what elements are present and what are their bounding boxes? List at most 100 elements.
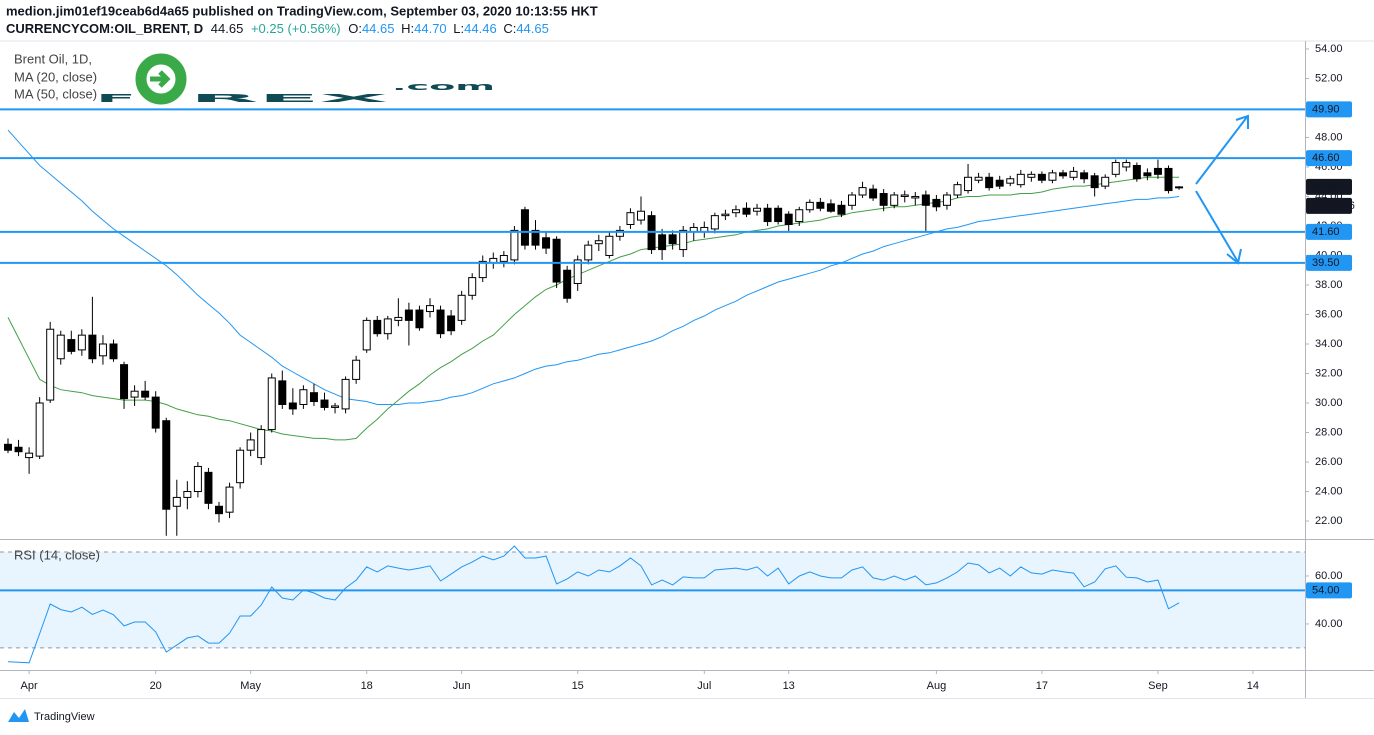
candle-body <box>1153 167 1162 175</box>
candle-body <box>774 207 783 223</box>
countdown-tag <box>1306 197 1352 214</box>
candle-body <box>531 229 540 246</box>
candle-body <box>848 194 856 206</box>
y-tick-label: 32.00 <box>1315 367 1343 379</box>
x-tick-label: Sep <box>1148 680 1168 692</box>
x-tick-label: 15 <box>572 680 584 692</box>
rsi-band <box>0 551 1305 648</box>
candle-body <box>668 234 677 245</box>
candle-body <box>1122 162 1131 168</box>
change: +0.25 (+0.56%) <box>251 21 341 36</box>
candle-body <box>626 212 635 225</box>
candle-body <box>35 402 44 457</box>
candle-body <box>900 194 909 197</box>
arrow-down <box>1195 190 1239 263</box>
candle-body <box>995 179 1004 187</box>
candle-body <box>246 439 255 451</box>
legend-title: Brent Oil, 1D, <box>14 51 92 66</box>
candle-body <box>341 378 350 410</box>
candle-body <box>869 188 878 199</box>
candle-body <box>215 505 223 515</box>
x-tick-label: Jul <box>697 680 711 692</box>
publisher-line: medion.jim01ef19ceab6d4a65 published on … <box>6 3 598 18</box>
candle-body <box>710 215 719 230</box>
candle-body <box>594 240 603 245</box>
candle-body <box>299 389 308 405</box>
candle-body <box>183 491 192 498</box>
symbol: CURRENCYCOM:OIL_BRENT, D <box>6 21 203 36</box>
candle-body <box>563 269 572 299</box>
footer-brand: TradingView <box>34 711 95 723</box>
candle-body <box>552 238 561 283</box>
candle-body <box>584 244 593 261</box>
candle-body <box>436 309 445 335</box>
candle-body <box>837 204 846 215</box>
candle-body <box>964 176 973 192</box>
candle-body <box>499 254 508 262</box>
candle-body <box>1069 170 1078 178</box>
candle-body <box>288 402 297 410</box>
candle-body <box>120 364 129 400</box>
candle-body <box>805 201 814 211</box>
plot-area: 22.00 24.00 26.00 28.00 30.00 32.00 34.00 36.00… <box>0 43 1343 692</box>
ohlc-o: 44.65 <box>362 21 395 36</box>
x-tick-label: Apr <box>21 680 38 692</box>
candle-body <box>141 390 150 398</box>
candle-body <box>1175 186 1184 189</box>
candle-body <box>826 203 835 212</box>
candle-body <box>447 315 456 332</box>
candle-body <box>1027 173 1036 178</box>
candle-body <box>637 210 645 221</box>
ohlc-l-label: L: <box>453 21 464 36</box>
rsi-line <box>7 545 1180 664</box>
ohlc-o-label: O: <box>348 21 362 36</box>
candle-body <box>88 334 97 360</box>
candle-body <box>172 496 181 507</box>
x-tick-label: 17 <box>1036 680 1048 692</box>
candle-body <box>942 194 951 206</box>
x-tick-label: Jun <box>453 680 471 692</box>
candle-body <box>795 209 804 223</box>
candle-body <box>985 176 994 189</box>
candle-body <box>658 234 667 251</box>
candle-body <box>816 201 825 209</box>
candle-body <box>404 309 413 321</box>
candle-body <box>457 294 466 321</box>
candle-body <box>373 319 382 335</box>
candle-body <box>98 343 107 357</box>
candle-body <box>911 195 920 199</box>
candle-body <box>1090 175 1099 189</box>
candle-body <box>1111 162 1120 175</box>
candle-body <box>130 390 139 398</box>
candle-body <box>394 316 403 321</box>
x-tick-label: 20 <box>150 680 162 692</box>
candle-body <box>605 235 614 256</box>
candle-body <box>236 449 245 484</box>
candle-body <box>1048 172 1057 181</box>
y-tick-label: 38.00 <box>1315 279 1343 291</box>
logo-o <box>135 53 187 105</box>
candle-body <box>77 334 86 351</box>
footer-icon <box>8 709 29 722</box>
candle-body <box>278 380 287 405</box>
last-price: 44.65 <box>211 21 244 36</box>
candle-body <box>721 213 730 217</box>
candle-body <box>1132 164 1141 180</box>
ohlc-c-label: C: <box>503 21 516 36</box>
logo-rex: REX <box>190 92 392 105</box>
countdown-tag-label: 18:46:06 <box>1312 200 1355 212</box>
y-tick-label: 52.00 <box>1315 72 1343 84</box>
last-price-tag-label: 44.65 <box>1312 181 1340 193</box>
level-tag <box>1306 101 1352 118</box>
candle-body <box>267 377 276 431</box>
candle-body <box>257 429 266 459</box>
level-tag <box>1306 254 1352 271</box>
candle-body <box>162 420 171 510</box>
level-tag <box>1306 223 1352 240</box>
candle-body <box>879 193 888 206</box>
arrow-down-head <box>1226 248 1242 265</box>
candle-body <box>383 318 392 335</box>
ohlc-c: 44.65 <box>516 21 549 36</box>
candle-body <box>109 343 118 360</box>
